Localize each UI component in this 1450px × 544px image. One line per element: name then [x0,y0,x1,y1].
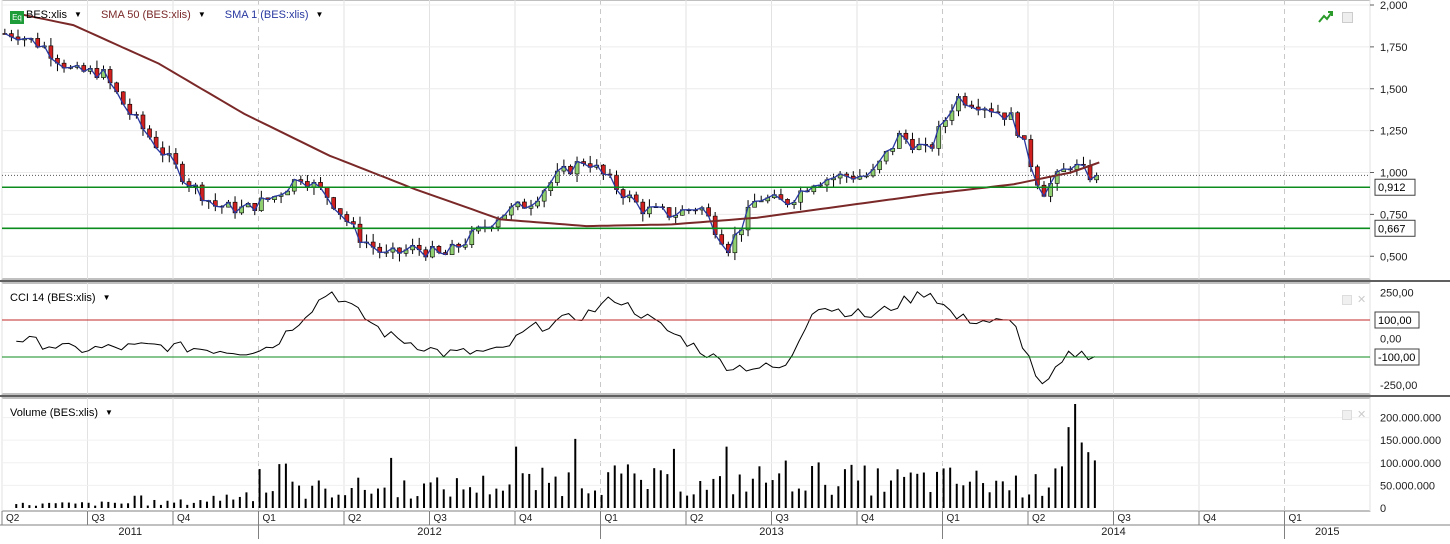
year-label: 2011 [118,526,142,538]
quarter-label: Q3 [1118,513,1132,524]
volume-bars [15,404,1096,508]
level-label: -100,00 [1378,352,1415,364]
price-tick-label: 1,500 [1380,84,1408,96]
gridlines [1,0,1371,511]
quarter-label: Q1 [263,513,277,524]
quarter-label: Q1 [1289,513,1303,524]
cci-tick-label: 0,00 [1380,334,1401,346]
close-icon[interactable]: ✕ [1357,409,1367,421]
quarter-label: Q1 [947,513,961,524]
chevron-down-icon[interactable]: ▼ [197,10,206,19]
price-tick-label: 2,000 [1380,0,1408,12]
volume-tick-label: 100.000.000 [1380,458,1441,470]
chevron-down-icon[interactable]: ▼ [105,408,113,417]
level-label-box [1374,311,1420,329]
quarter-label: Q2 [348,513,362,524]
maximize-icon[interactable] [1342,295,1352,305]
cci-tick-label: 250,00 [1380,287,1414,299]
level-label-box [1374,348,1420,366]
price-tick-label: 1,750 [1380,42,1408,54]
volume-tick-label: 150.000.000 [1380,435,1441,447]
year-label: 2012 [417,526,441,538]
level-label: 100,00 [1378,315,1412,327]
horizontal-levels[interactable]: 0,912 0,667 100,00 -100,00 [2,178,1420,366]
cci-line [16,291,1096,385]
trend-icon[interactable] [1318,10,1334,24]
volume-tick-label: 200.000.000 [1380,413,1441,425]
level-label: 0,667 [1378,223,1406,235]
volume-tick-label: 50.000.000 [1380,480,1435,492]
quarter-label: Q3 [92,513,106,524]
price-tick-label: 1,000 [1380,168,1408,180]
price-tick-label: 1,250 [1380,126,1408,138]
quarter-label: Q3 [776,513,790,524]
quarter-label: Q4 [519,513,533,524]
chevron-down-icon[interactable]: ▼ [102,293,111,302]
axis-labels: 2,000 1,750 1,500 1,250 1,000 0,750 0,500 250,0… [1370,0,1441,515]
symbol-legend[interactable]: BES:xlis ▼ [26,9,82,21]
cci-tick-label: -250,00 [1380,380,1417,392]
main-legend: Eq BES:xlis ▼ SMA 50 (BES:xlis) ▼ SMA 1 (BE… [10,9,331,24]
indicator-lines [2,12,1370,385]
quarter-label: Q1 [605,513,619,524]
maximize-icon[interactable] [1342,410,1352,420]
volume-legend[interactable]: Volume (BES:xlis) ▼ [10,407,113,419]
level-label: 0,912 [1378,182,1406,194]
quarter-label: Q4 [1203,513,1217,524]
chevron-down-icon[interactable]: ▼ [315,10,324,19]
quarter-label: Q4 [177,513,191,524]
quarter-label: Q4 [861,513,875,524]
cci-legend[interactable]: CCI 14 (BES:xlis) ▼ [10,292,111,304]
sma50-legend[interactable]: SMA 50 (BES:xlis) ▼ [100,9,206,21]
year-label: 2014 [1101,526,1125,538]
close-icon[interactable]: ✕ [1357,294,1367,306]
year-label: 2013 [759,526,783,538]
eq-badge[interactable]: Eq [10,11,24,24]
year-label: 2015 [1315,526,1339,538]
level-label-box [1374,178,1416,196]
quarter-label: Q2 [690,513,704,524]
sma50-line [16,12,1100,228]
level-label-box [1374,219,1416,237]
quarter-label: Q3 [434,513,448,524]
quarter-label: Q2 [1032,513,1046,524]
maximize-icon[interactable] [1342,12,1353,23]
quarter-label: Q2 [6,513,20,524]
chevron-down-icon[interactable]: ▼ [73,10,82,19]
price-candles [2,28,1099,262]
panel-backgrounds [0,0,1450,512]
volume-tick-label: 0 [1380,503,1386,515]
sma1-legend[interactable]: SMA 1 (BES:xlis) ▼ [224,9,324,21]
time-axis: Q2 Q3 Q4 Q1 Q2 Q3 Q4 Q1 Q2 Q3 Q4 Q1 Q2 Q3 Q4 Q1 2011 2012… [0,511,1450,539]
price-tick-label: 0,500 [1380,251,1408,263]
sma1-line [4,33,1097,259]
price-tick-label: 0,750 [1380,209,1408,221]
